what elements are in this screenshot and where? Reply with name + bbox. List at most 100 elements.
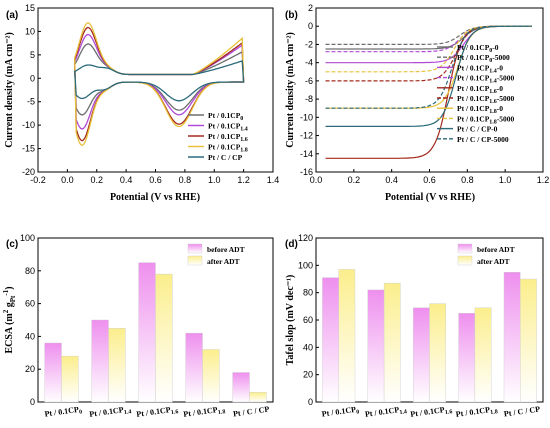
x-tick-label: 0.6: [423, 175, 436, 185]
y-tick-label: 15: [25, 3, 35, 13]
y-tick-label: -8: [305, 94, 313, 104]
x-tick-label: 1.2: [237, 175, 250, 185]
legend-entry: after ADT: [477, 257, 510, 266]
y-tick-label: 80: [303, 288, 313, 298]
category-label: Pt / 0.1CP1.8: [455, 404, 498, 421]
y-tick-label: 120: [298, 233, 313, 243]
cv-curve-sc: [74, 60, 245, 102]
y-tick-label: -12: [300, 131, 313, 141]
x-tick-label: 0.8: [179, 175, 192, 185]
y-tick-label: 100: [298, 260, 313, 270]
y-tick-label: 10: [25, 26, 35, 36]
y-tick-label: -5: [27, 97, 35, 107]
y-tick-label: -16: [300, 167, 313, 177]
legend-entry: Pt / 0.1CP1.6-0: [457, 84, 503, 95]
legend-entry: Pt / 0.1CP0: [208, 111, 243, 122]
legend-entry: Pt / 0.1CP1.6-5000: [457, 94, 515, 105]
panel-b-ticks: 0.0 0.2 0.4 0.6 0.8 1.0 1.2 2 0 -2 -4 -6 -8 -10 -12 -14…: [300, 3, 549, 185]
y-tick-label: 40: [303, 342, 313, 352]
legend-swatch: [187, 255, 203, 266]
panel-b-ylabel: Current density (mA cm⁻²): [285, 32, 296, 148]
bar-after: [61, 355, 79, 403]
x-tick-label: 0.4: [120, 175, 133, 185]
x-tick-label: 1.4: [267, 175, 280, 185]
y-tick-label: 100: [20, 233, 35, 243]
panel-b: (b) 0.0 0.2 0.4 0.6 0.8 1.0 1.2 2 0 -2 -4 -6 -8 -10 -1…: [285, 3, 549, 203]
y-tick-label: 0: [308, 21, 313, 31]
panel-b-label: (b): [285, 10, 298, 21]
y-tick-label: 2: [308, 3, 313, 13]
y-tick-label: 60: [25, 299, 35, 309]
y-tick-label: -10: [300, 112, 313, 122]
x-tick-label: 0.2: [90, 175, 103, 185]
category-label: Pt / 0.1CP0: [321, 404, 360, 420]
legend-swatch: [457, 255, 473, 266]
category-label: Pt / 0.1CP1.8: [183, 404, 226, 421]
x-tick-label: 0.6: [149, 175, 162, 185]
x-tick-label: 0.8: [461, 175, 474, 185]
panel-a-label: (a): [6, 10, 18, 21]
legend-swatch: [457, 243, 473, 254]
panel-d-bars: Pt / 0.1CP0 Pt / 0.1CP1.4 Pt / 0.1CP1.6 Pt …: [321, 269, 541, 421]
bar-before: [232, 372, 250, 403]
bar-before: [44, 342, 62, 403]
panel-c-legend: before ADT after ADT: [187, 243, 245, 266]
lsv-curve-b16b: [325, 25, 532, 82]
lsv-curve-b0b: [325, 25, 532, 45]
panel-a: (a) -0.2 0.0 0.2 0.4 0.6 0.8 1.0 1.2 1.4 15 10 5 0 -5…: [4, 3, 279, 203]
lsv-curve-b0a: [325, 25, 532, 50]
bar-before: [458, 313, 476, 403]
y-tick-label: -6: [305, 76, 313, 86]
y-tick-label: 0: [30, 73, 35, 83]
y-tick-label: 5: [30, 50, 35, 60]
panel-a-curves: [74, 22, 245, 147]
y-tick-label: 0: [308, 397, 313, 407]
category-label: Pt / 0.1CP1.4: [89, 404, 132, 421]
category-label: Pt / 0.1CP0: [44, 404, 83, 420]
bar-before: [413, 307, 430, 403]
legend-entry: Pt / 0.1CP1.8: [208, 143, 248, 154]
y-tick-label: 60: [303, 315, 313, 325]
bar-after: [383, 282, 401, 403]
panel-d-legend: before ADT after ADT: [457, 243, 515, 266]
panel-c-ylabel-post: ): [4, 286, 15, 289]
panel-c-ylabel: ECSA (m2 gPt-1): [2, 286, 17, 353]
category-label: Pt / C / CP: [503, 405, 540, 419]
panel-c: (c) 0 20 40 60 80 100 Pt / 0.1CP0 Pt / 0.1CP1.…: [2, 233, 274, 421]
legend-entry: Pt / 0.1CP1.4-5000: [457, 74, 515, 85]
panel-c-ylabel-mid: g: [4, 302, 15, 310]
panel-a-ticks: -0.2 0.0 0.2 0.4 0.6 0.8 1.0 1.2 1.4 15 10 5 0 -5 -10 -…: [22, 3, 279, 185]
y-tick-label: -14: [300, 149, 313, 159]
lsv-curve-b18b: [325, 25, 532, 73]
panel-c-ylabel-pre: ECSA (m: [4, 313, 15, 354]
panel-d-label: (d): [285, 239, 298, 250]
legend-entry: Pt / C / CP-5000: [457, 135, 509, 144]
y-tick-label: -20: [22, 167, 35, 177]
legend-entry: Pt / 0.1CP1.8-5000: [457, 114, 515, 125]
legend-entry: Pt / 0.1CP1.4: [208, 122, 248, 133]
legend-entry: Pt / 0.1CP0-5000: [457, 53, 510, 64]
y-tick-label: 0: [30, 397, 35, 407]
panel-a-xlabel: Potential (V vs RHE): [110, 192, 200, 203]
legend-entry: Pt / 0.1CP1.8-0: [457, 104, 503, 115]
panel-b-xlabel: Potential (V vs RHE): [385, 192, 475, 203]
x-tick-label: 0.0: [310, 175, 323, 185]
x-tick-label: 1.0: [499, 175, 512, 185]
y-tick-label: 80: [25, 266, 35, 276]
x-tick-label: 1.0: [208, 175, 221, 185]
y-tick-label: 20: [303, 370, 313, 380]
bar-after: [429, 303, 446, 403]
bar-before: [367, 289, 385, 403]
panel-d-ticks: 0 20 40 60 80 100 120: [298, 233, 319, 407]
bar-before: [503, 272, 521, 403]
bar-after: [338, 269, 356, 403]
bar-before: [185, 332, 203, 403]
legend-entry: before ADT: [477, 245, 515, 254]
category-label: Pt / 0.1CP1.6: [136, 404, 179, 421]
y-tick-label: -2: [305, 39, 313, 49]
x-tick-label: 0.4: [385, 175, 398, 185]
legend-entry: before ADT: [207, 245, 245, 254]
